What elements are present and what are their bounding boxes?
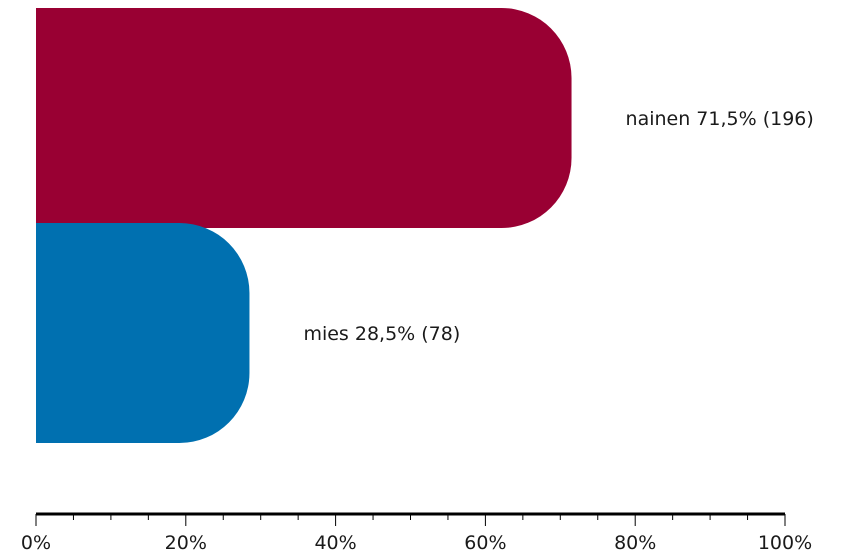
x-tick-label: 60% — [464, 532, 506, 554]
x-axis: 0% 20% 40% 60% 80% 100% — [21, 512, 812, 554]
bars-group — [36, 8, 572, 443]
bar-nainen — [36, 8, 572, 228]
x-tick-label: 40% — [314, 532, 356, 554]
bar-label-mies: mies 28,5% (78) — [303, 323, 460, 345]
bar-label-nainen: nainen 71,5% (196) — [626, 108, 814, 130]
bar-labels-group: nainen 71,5% (196) mies 28,5% (78) — [303, 108, 813, 345]
x-tick-label: 80% — [614, 532, 656, 554]
x-tick-label: 100% — [758, 532, 812, 554]
x-tick-label: 0% — [21, 532, 51, 554]
bar-mies — [36, 223, 250, 443]
x-tick-label: 20% — [165, 532, 207, 554]
